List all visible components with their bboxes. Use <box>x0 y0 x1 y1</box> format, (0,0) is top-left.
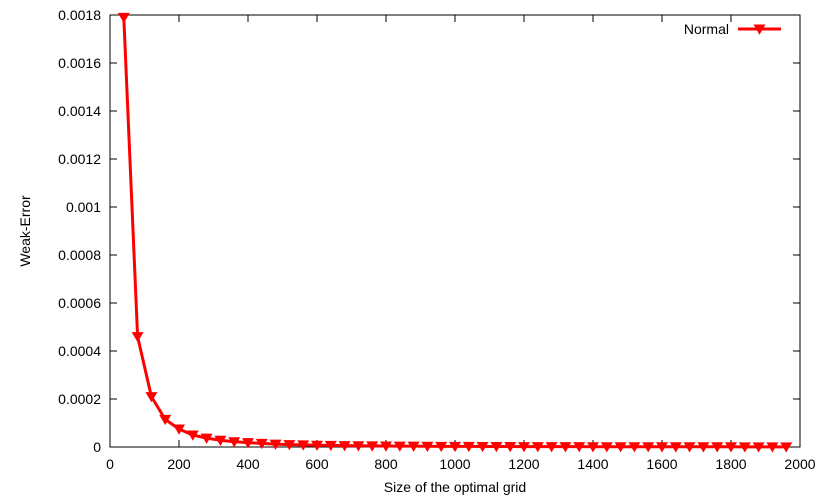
data-point-marker <box>311 440 323 451</box>
y-tick-label: 0.0018 <box>58 7 101 23</box>
data-point-marker <box>476 441 489 453</box>
data-point-marker <box>642 442 655 453</box>
x-tick-label: 1400 <box>577 456 608 472</box>
data-point-marker <box>531 442 544 453</box>
data-point-marker <box>449 441 461 453</box>
data-point-marker <box>214 435 227 446</box>
data-point-marker <box>297 440 310 451</box>
data-point-marker <box>131 332 144 343</box>
data-point-marker <box>490 442 503 453</box>
data-point-marker <box>117 12 130 24</box>
y-tick-label: 0.0008 <box>58 247 101 263</box>
x-tick-label: 200 <box>167 456 191 472</box>
data-point-marker <box>752 442 765 453</box>
y-tick-label: 0.0004 <box>58 343 101 359</box>
data-point-marker <box>159 414 172 426</box>
data-point-marker <box>697 442 710 453</box>
x-tick-label: 1200 <box>508 456 539 472</box>
series-line-normal <box>122 17 787 449</box>
data-point-marker <box>407 441 420 452</box>
x-axis-ticks: 0 200 400 600 800 1000 1200 1400 1600 1800 2000 <box>106 15 816 472</box>
data-point-marker <box>366 441 379 452</box>
legend-label-normal: Normal <box>684 21 729 37</box>
data-point-marker <box>656 442 668 453</box>
data-point-marker <box>200 433 213 444</box>
x-tick-label: 1600 <box>646 456 677 472</box>
data-point-marker <box>683 442 696 453</box>
y-tick-label: 0.0012 <box>58 151 101 167</box>
data-point-marker <box>669 442 682 453</box>
data-point-marker <box>504 442 517 453</box>
y-tick-label: 0 <box>93 439 101 455</box>
legend: Normal <box>684 21 781 37</box>
y-tick-label: 0.0014 <box>58 103 101 119</box>
data-point-marker <box>766 442 779 453</box>
data-point-marker <box>242 438 254 449</box>
data-point-marker <box>600 442 613 453</box>
series-group <box>117 12 793 453</box>
data-point-marker <box>421 441 434 452</box>
x-tick-label: 800 <box>374 456 398 472</box>
plot-frame <box>109 14 801 448</box>
data-point-marker <box>738 442 751 453</box>
data-point-marker <box>628 442 641 453</box>
data-point-marker <box>559 442 572 453</box>
data-point-marker <box>780 442 793 453</box>
data-point-marker <box>269 439 282 450</box>
x-tick-label: 600 <box>305 456 329 472</box>
y-tick-label: 0.0006 <box>58 295 101 311</box>
data-point-marker <box>145 392 158 403</box>
y-tick-label: 0.001 <box>66 199 101 215</box>
x-tick-label: 1800 <box>715 456 746 472</box>
data-point-marker <box>352 441 365 452</box>
data-point-marker <box>711 442 724 453</box>
data-point-marker <box>435 441 448 453</box>
data-point-marker <box>228 437 241 448</box>
y-tick-label: 0.0002 <box>58 391 101 407</box>
legend-marker-normal <box>753 24 766 35</box>
data-point-marker <box>725 442 737 453</box>
data-point-marker <box>393 441 406 452</box>
data-point-marker <box>380 441 392 452</box>
data-point-marker <box>338 441 351 452</box>
data-point-marker <box>324 440 337 452</box>
x-tick-label: 2000 <box>784 456 815 472</box>
x-tick-label: 0 <box>106 456 114 472</box>
data-point-marker <box>545 442 558 453</box>
y-tick-label: 0.0016 <box>58 55 101 71</box>
x-tick-label: 400 <box>236 456 260 472</box>
x-axis-label: Size of the optimal grid <box>384 479 526 495</box>
x-tick-label: 1000 <box>439 456 470 472</box>
data-point-marker <box>573 442 586 453</box>
data-point-marker <box>614 442 627 453</box>
data-point-marker <box>255 438 268 450</box>
data-point-marker <box>186 430 199 441</box>
data-point-marker <box>518 442 530 453</box>
data-point-marker <box>587 442 599 453</box>
data-point-marker <box>283 440 296 451</box>
y-axis-ticks: 0 0.0002 0.0004 0.0006 0.0008 0.001 0.0012 0.00… <box>58 7 800 455</box>
data-point-marker <box>462 441 475 453</box>
data-point-marker <box>173 424 185 435</box>
y-axis-label: Weak-Error <box>17 195 33 267</box>
